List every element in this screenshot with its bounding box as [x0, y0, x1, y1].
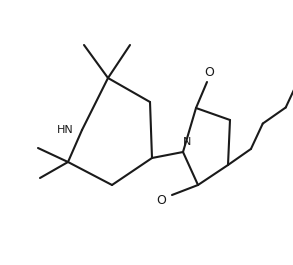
Text: HN: HN [57, 125, 73, 135]
Text: O: O [204, 65, 214, 78]
Text: N: N [183, 137, 191, 147]
Text: O: O [156, 193, 166, 206]
